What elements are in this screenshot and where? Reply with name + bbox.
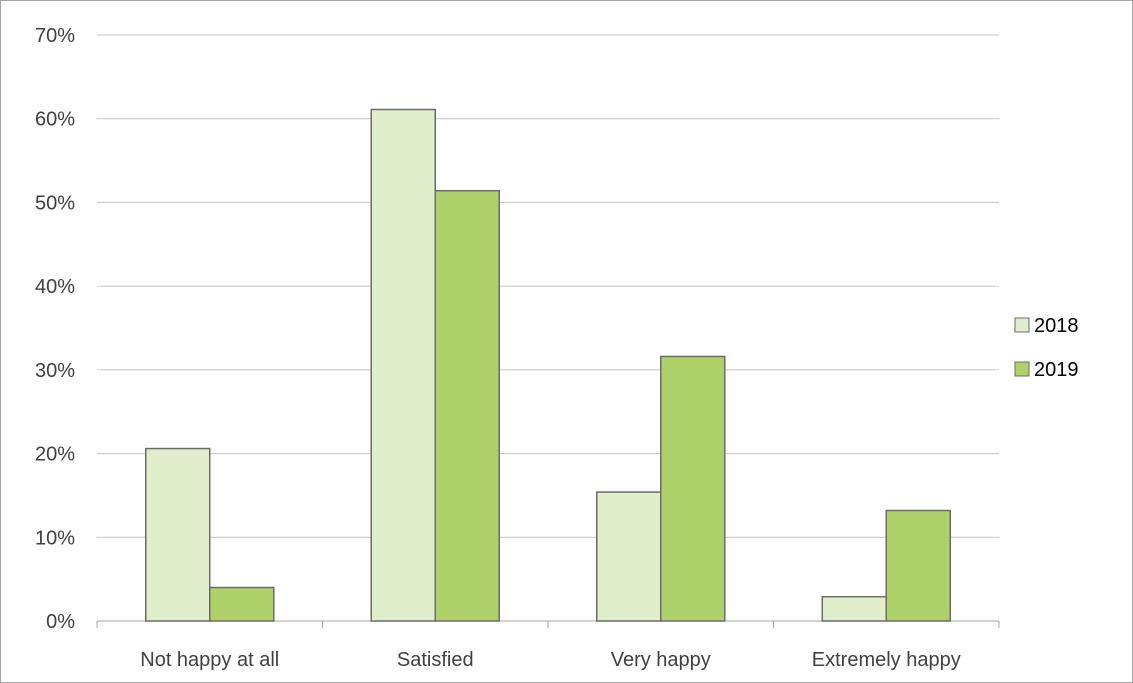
y-tick-label: 10%: [35, 527, 75, 549]
bar-2019: [209, 586, 275, 622]
x-tick-label: Satisfied: [397, 649, 474, 671]
x-tick-label: Very happy: [611, 649, 711, 671]
y-tick-label: 50%: [35, 192, 75, 214]
x-tick-label: Not happy at all: [140, 649, 279, 671]
bar-2018: [596, 491, 662, 622]
bar-2018: [370, 108, 436, 622]
y-tick-label: 30%: [35, 360, 75, 382]
y-tick-label: 70%: [35, 25, 75, 47]
y-tick-label: 60%: [35, 109, 75, 131]
legend-label: 2018: [1034, 315, 1079, 337]
legend-swatch: [1014, 361, 1030, 377]
y-tick-label: 0%: [46, 611, 75, 633]
x-tick-label: Extremely happy: [812, 649, 961, 671]
y-tick-label: 20%: [35, 444, 75, 466]
bar-2018: [145, 447, 211, 622]
legend-swatch: [1014, 317, 1030, 333]
bar-2018: [821, 595, 887, 622]
bar-2019: [885, 509, 951, 622]
legend-label: 2019: [1034, 359, 1079, 381]
y-tick-label: 40%: [35, 276, 75, 298]
bar-2019: [660, 355, 726, 622]
bar-2019: [434, 189, 500, 622]
